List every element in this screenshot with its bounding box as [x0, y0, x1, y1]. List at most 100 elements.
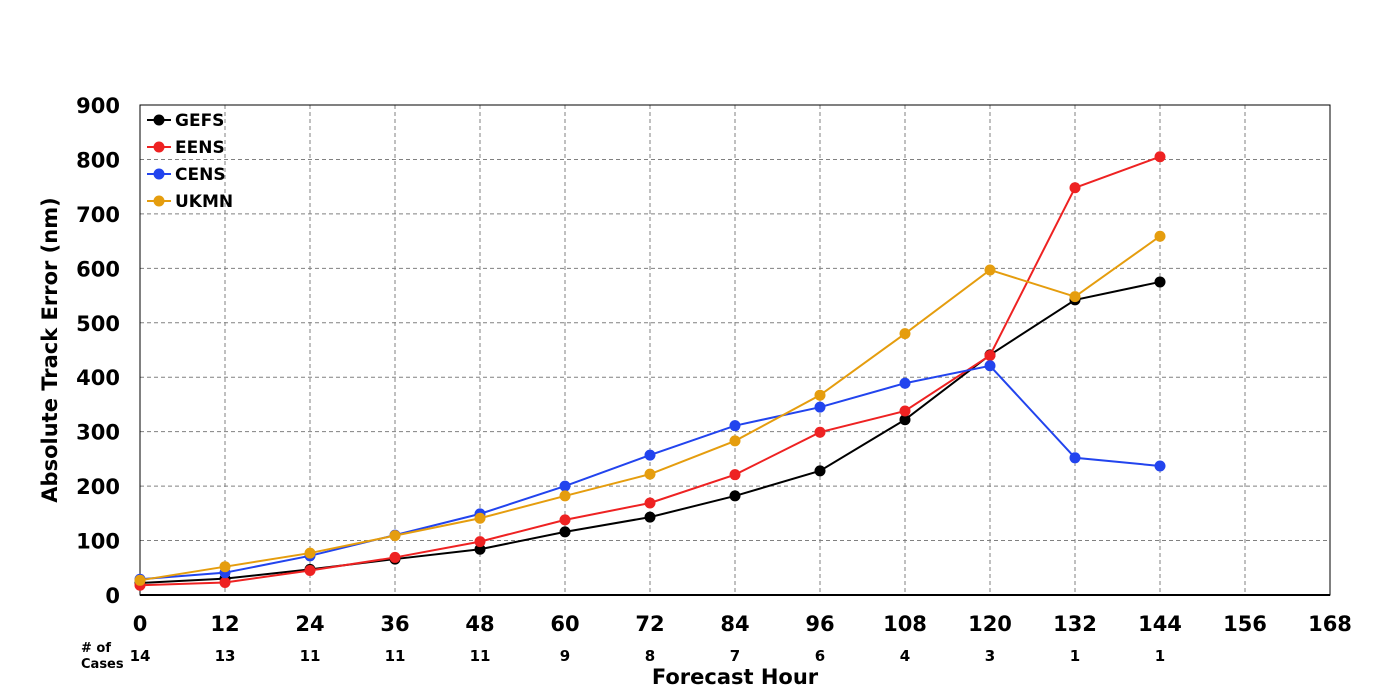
case-count: 1: [1155, 647, 1165, 665]
data-point-eens: [644, 497, 656, 509]
legend: GEFS EENS CENS UKMN: [147, 111, 233, 212]
data-point-gefs: [644, 511, 656, 523]
x-tick-label: 84: [720, 612, 749, 636]
data-point-ukmn: [1069, 291, 1081, 303]
grid-lines: [140, 105, 1330, 595]
data-point-eens: [219, 576, 231, 588]
x-tick-label: 72: [635, 612, 664, 636]
data-point-ukmn: [474, 512, 486, 524]
data-point-cens: [1154, 460, 1166, 472]
data-point-gefs: [474, 543, 486, 555]
case-count: 14: [130, 647, 151, 665]
data-point-gefs: [559, 526, 571, 538]
x-tick-label: 12: [210, 612, 239, 636]
x-tick-label: 156: [1223, 612, 1267, 636]
data-point-gefs: [814, 465, 826, 477]
legend-label: CENS: [175, 165, 226, 185]
x-tick-label: 132: [1053, 612, 1097, 636]
case-count: 6: [815, 647, 825, 665]
legend-entry-eens: EENS: [147, 138, 225, 158]
data-point-cens: [729, 420, 741, 432]
legend-label: GEFS: [175, 111, 224, 131]
data-point-eens: [729, 469, 741, 481]
x-tick-label: 96: [805, 612, 834, 636]
legend-entry-gefs: GEFS: [147, 111, 224, 131]
case-count: 9: [560, 647, 570, 665]
x-tick-label: 144: [1138, 612, 1182, 636]
x-tick-label: 48: [465, 612, 494, 636]
data-point-cens: [814, 401, 826, 413]
data-point-ukmn: [984, 264, 996, 276]
data-point-ukmn: [644, 468, 656, 480]
data-point-ukmn: [899, 328, 911, 340]
data-point-eens: [814, 426, 826, 438]
legend-marker: [153, 168, 165, 180]
data-point-ukmn: [134, 574, 146, 586]
data-point-cens: [559, 480, 571, 492]
case-count: 4: [900, 647, 910, 665]
y-tick-label: 600: [76, 257, 120, 281]
y-tick-label: 0: [105, 584, 120, 608]
data-point-cens: [984, 360, 996, 372]
series-lines: [134, 151, 1166, 591]
case-count: 3: [985, 647, 995, 665]
x-tick-label: 36: [380, 612, 409, 636]
y-axis-title: Absolute Track Error (nm): [38, 197, 62, 502]
data-point-eens: [304, 565, 316, 576]
series-ukmn: [134, 230, 1166, 586]
x-axis-title: Forecast Hour: [652, 665, 819, 689]
y-tick-label: 300: [76, 421, 120, 445]
legend-label: UKMN: [175, 192, 233, 212]
data-point-eens: [1154, 151, 1166, 163]
data-point-ukmn: [304, 547, 316, 559]
case-count: 11: [470, 647, 491, 665]
data-point-gefs: [899, 414, 911, 426]
y-tick-label: 100: [76, 530, 120, 554]
case-count: 11: [385, 647, 406, 665]
y-tick-label: 700: [76, 203, 120, 227]
y-tick-label: 400: [76, 366, 120, 390]
data-point-ukmn: [814, 389, 826, 401]
x-tick-label: 108: [883, 612, 927, 636]
case-count: 11: [300, 647, 321, 665]
y-tick-label: 900: [76, 94, 120, 118]
x-tick-label: 120: [968, 612, 1012, 636]
x-tick-label: 0: [133, 612, 148, 636]
series-eens: [134, 151, 1166, 591]
data-point-cens: [1069, 452, 1081, 464]
case-count: 7: [730, 647, 740, 665]
legend-marker: [153, 195, 165, 207]
data-point-ukmn: [729, 435, 741, 447]
data-point-eens: [984, 349, 996, 361]
x-tick-label: 168: [1308, 612, 1352, 636]
data-point-eens: [1069, 182, 1081, 194]
x-tick-labels: 0 12 24 36 48 60 72 84 96 108 120 132 144 156 168: [133, 612, 1352, 636]
legend-marker: [153, 141, 165, 153]
case-count: 1: [1070, 647, 1080, 665]
x-tick-label: 60: [550, 612, 579, 636]
data-point-cens: [899, 377, 911, 389]
legend-entry-ukmn: UKMN: [147, 192, 233, 212]
data-point-gefs: [1154, 276, 1166, 288]
y-tick-label: 500: [76, 312, 120, 336]
data-point-eens: [389, 551, 401, 563]
case-count: 13: [215, 647, 236, 665]
data-point-gefs: [729, 490, 741, 502]
y-tick-labels: 0 100 200 300 400 500 600 700 800 900: [76, 94, 120, 608]
legend-label: EENS: [175, 138, 225, 158]
cases-label-line1: # of: [81, 641, 111, 656]
data-point-eens: [899, 405, 911, 417]
legend-entry-cens: CENS: [147, 165, 226, 185]
y-tick-label: 200: [76, 475, 120, 499]
data-point-cens: [644, 449, 656, 461]
case-count: 8: [645, 647, 655, 665]
cases-label-line2: Cases: [81, 657, 124, 672]
data-point-ukmn: [1154, 230, 1166, 242]
data-point-ukmn: [219, 561, 231, 573]
x-tick-label: 24: [295, 612, 324, 636]
data-point-ukmn: [389, 530, 401, 542]
legend-marker: [153, 114, 165, 126]
